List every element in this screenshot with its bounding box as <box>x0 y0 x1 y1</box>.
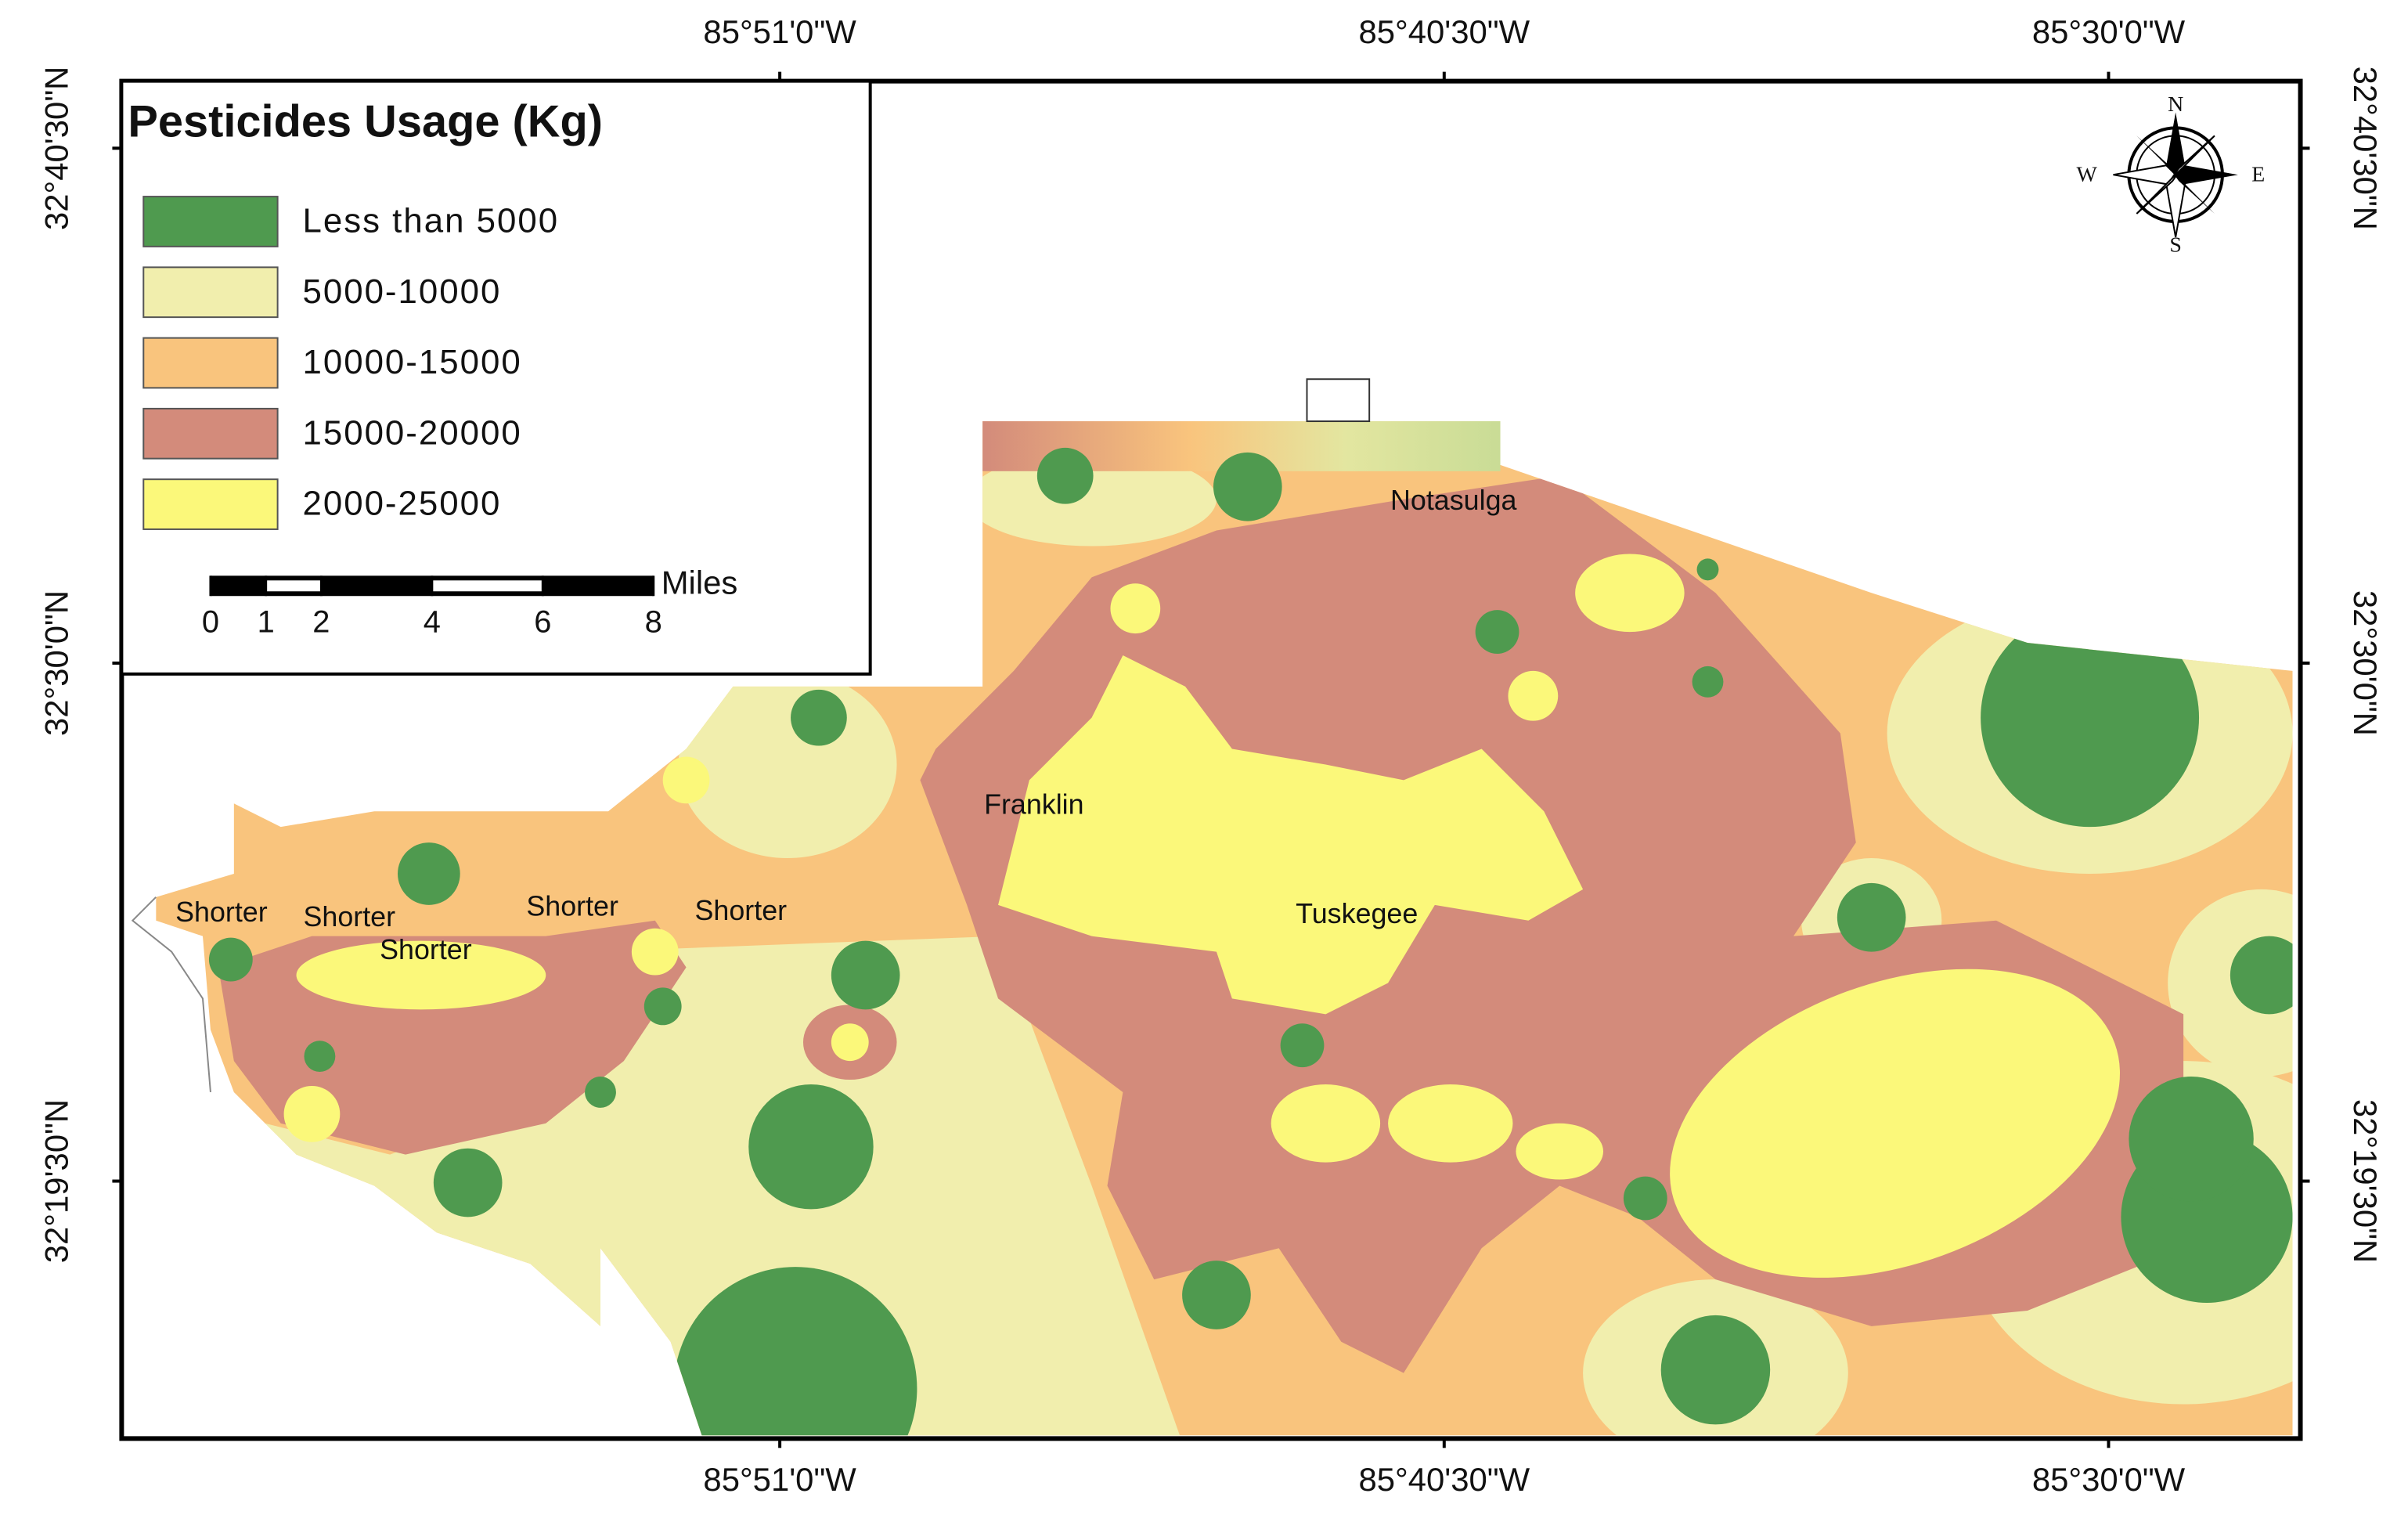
place-label: Shorter <box>526 890 618 922</box>
longitude-label: 85°40'30"W <box>1359 13 1530 50</box>
place-label: Shorter <box>303 901 395 932</box>
latitude-label: 32°30'0"N <box>2347 590 2384 736</box>
legend-swatch <box>142 478 279 530</box>
longitude-label: 85°40'30"W <box>1359 1461 1530 1498</box>
scale-unit: Miles <box>661 564 738 601</box>
legend-label: 2000-25000 <box>302 485 501 523</box>
legend-label: 15000-20000 <box>302 413 521 452</box>
scale-tick-label: 1 <box>258 605 275 640</box>
latitude-label: 32°19'30"N <box>2347 1099 2384 1263</box>
scale-tick-label: 8 <box>645 605 662 640</box>
place-label: Notasulga <box>1390 485 1517 516</box>
place-label: Franklin <box>984 789 1084 821</box>
map-notch <box>1306 378 1371 423</box>
latitude-label: 32°30'0"N <box>38 590 75 736</box>
compass-letter: N <box>2168 92 2183 117</box>
longitude-label: 85°30'0"W <box>2032 13 2186 50</box>
place-label: Shorter <box>175 896 268 928</box>
compass-letter: E <box>2251 163 2265 187</box>
scale-tick-label: 0 <box>202 605 219 640</box>
legend-swatch <box>142 337 279 389</box>
longitude-label: 85°51'0"W <box>703 1461 856 1498</box>
compass-letter: S <box>2169 233 2182 257</box>
legend-label: 5000-10000 <box>302 272 501 311</box>
scale-tick-label: 2 <box>312 605 330 640</box>
latitude-label: 32°40'30"N <box>2347 67 2384 230</box>
map-frame <box>119 78 2303 1441</box>
compass-rose: N E S W <box>2076 92 2265 257</box>
legend-label: Less than 5000 <box>302 202 559 240</box>
place-label: Tuskegee <box>1296 898 1418 929</box>
scale-tick-label: 4 <box>424 605 441 640</box>
legend-title: Pesticides Usage (Kg) <box>128 97 603 147</box>
compass-letter: W <box>2076 163 2097 187</box>
latitude-label: 32°19'30"N <box>38 1099 75 1263</box>
place-label: Shorter <box>695 895 788 926</box>
legend-swatch <box>142 196 279 247</box>
legend: Pesticides Usage (Kg) Miles Less than 50… <box>120 79 872 676</box>
longitude-label: 85°30'0"W <box>2032 1461 2186 1498</box>
longitude-label: 85°51'0"W <box>703 13 856 50</box>
place-label: Shorter <box>380 934 472 965</box>
scale-bar-segment <box>431 580 543 592</box>
boundary-line <box>131 896 211 1093</box>
scale-bar-segment <box>265 580 322 592</box>
scale-tick-label: 6 <box>534 605 551 640</box>
legend-swatch <box>142 266 279 319</box>
legend-label: 10000-15000 <box>302 343 521 381</box>
latitude-label: 32°40'30"N <box>38 67 75 230</box>
legend-swatch <box>142 407 279 460</box>
